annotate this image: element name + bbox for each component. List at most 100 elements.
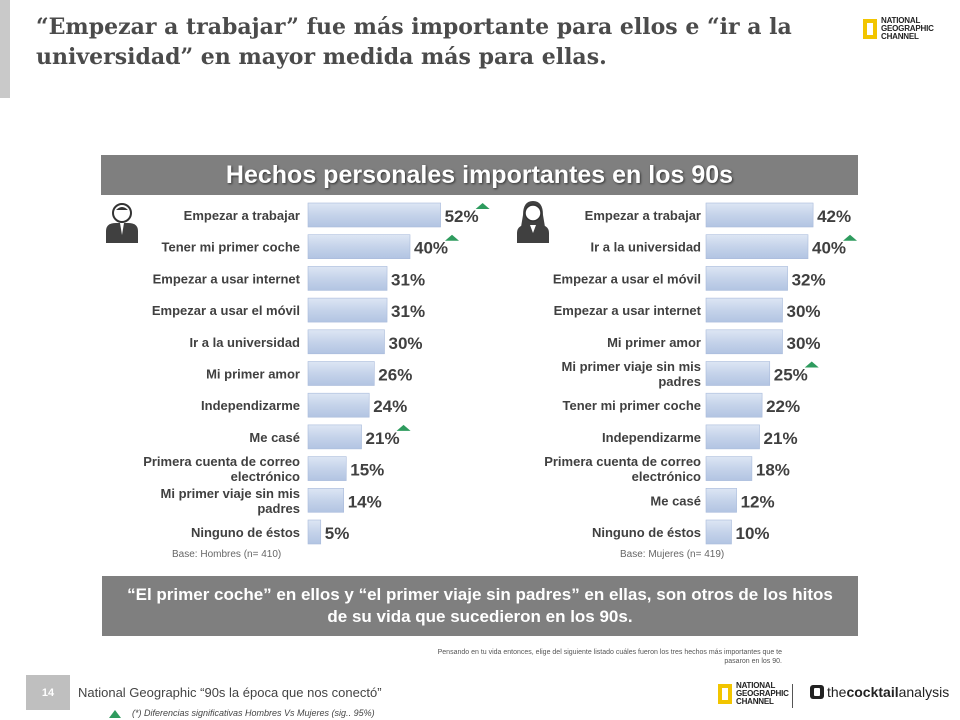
bar-men-2 — [307, 266, 388, 291]
category-label: Tener mi primer coche — [162, 240, 300, 255]
category-label: Ir a la universidad — [590, 240, 701, 255]
value-label: 10% — [736, 524, 770, 543]
category-label: Empezar a trabajar — [184, 208, 300, 223]
partner-part-3: analysis — [898, 684, 950, 700]
bar-women-8 — [705, 456, 753, 481]
bar-women-4 — [705, 329, 783, 355]
value-label: 18% — [756, 461, 790, 480]
bar-women-5 — [705, 361, 771, 386]
logo-divider — [792, 684, 793, 708]
bar-women-6 — [705, 392, 763, 418]
value-label: 14% — [348, 492, 382, 511]
logo-line-1: NATIONAL — [736, 681, 776, 690]
value-label: 31% — [391, 302, 425, 321]
category-label: Primera cuenta de correo — [143, 454, 300, 469]
triangle-up-icon — [109, 710, 121, 718]
category-label: Ir a la universidad — [189, 335, 300, 350]
partner-part-1: the — [827, 684, 847, 700]
logo-line-1: NATIONAL — [881, 16, 921, 25]
significance-arrow-icon — [843, 234, 857, 241]
category-label: Me casé — [650, 493, 701, 508]
cocktail-analysis-logo: the cocktail analysis — [810, 684, 949, 700]
category-label: Empezar a usar el móvil — [553, 271, 701, 286]
value-label: 31% — [391, 270, 425, 289]
category-label: Mi primer amor — [206, 367, 300, 382]
category-label: Primera cuenta de correo — [544, 454, 701, 469]
category-label: Independizarme — [201, 398, 300, 413]
base-label: Base: Mujeres (n= 419) — [620, 549, 724, 560]
chart-title: Hechos personales importantes en los 90s — [101, 155, 858, 195]
category-label: electrónico — [632, 469, 701, 484]
value-label: 32% — [792, 270, 826, 289]
bar-women-7 — [705, 424, 760, 450]
footer-title: National Geographic “90s la época que no… — [78, 685, 382, 700]
category-label: Empezar a usar el móvil — [152, 303, 300, 318]
bar-men-3 — [307, 297, 388, 323]
bar-men-7 — [307, 424, 362, 450]
slide-title: “Empezar a trabajar” fue más importante … — [36, 14, 792, 70]
category-label: Me casé — [249, 430, 300, 445]
bar-women-1 — [705, 234, 809, 259]
value-label: 26% — [378, 366, 412, 385]
significance-arrow-icon — [445, 234, 459, 241]
bar-men-9 — [307, 487, 345, 513]
value-label: 5% — [325, 524, 350, 543]
bar-men-4 — [307, 329, 385, 355]
category-label: Empezar a trabajar — [585, 208, 701, 223]
conclusion-banner: “El primer coche” en ellos y “el primer … — [102, 576, 858, 636]
value-label: 30% — [389, 334, 423, 353]
value-label: 12% — [741, 492, 775, 511]
value-label: 24% — [373, 397, 407, 416]
woman-icon — [517, 201, 549, 243]
value-label: 30% — [787, 334, 821, 353]
bar-men-6 — [307, 392, 370, 418]
value-label: 30% — [787, 302, 821, 321]
category-label: padres — [658, 374, 701, 389]
page-number: 14 — [26, 675, 70, 710]
survey-question: Pensando en tu vida entonces, elige del … — [437, 649, 782, 665]
bar-women-9 — [705, 487, 737, 513]
bar-men-1 — [307, 234, 411, 259]
bar-men-8 — [307, 456, 347, 481]
category-label: padres — [257, 501, 300, 516]
bar-women-10 — [705, 519, 732, 545]
category-label: Mi primer viaje sin mis — [161, 486, 300, 501]
category-label: Tener mi primer coche — [563, 398, 701, 413]
category-label: Independizarme — [602, 430, 701, 445]
left-accent-bar — [0, 0, 10, 98]
category-label: Mi primer viaje sin mis — [562, 359, 701, 374]
footnote: (*) Diferencias significativas Hombres V… — [132, 708, 375, 718]
bar-men-0 — [307, 202, 441, 228]
value-label: 15% — [350, 461, 384, 480]
category-label: electrónico — [231, 469, 300, 484]
category-label: Empezar a usar internet — [554, 303, 702, 318]
national-geographic-logo-footer: NATIONAL GEOGRAPHIC CHANNEL — [718, 682, 789, 706]
category-label: Ninguno de éstos — [191, 525, 300, 540]
yellow-frame-icon — [718, 684, 732, 704]
value-label: 40% — [414, 239, 448, 258]
category-label: Ninguno de éstos — [592, 525, 701, 540]
bar-women-0 — [705, 202, 814, 228]
significance-arrow-icon — [475, 203, 490, 209]
value-label: 42% — [817, 207, 851, 226]
value-label: 22% — [766, 397, 800, 416]
bar-men-5 — [307, 361, 375, 386]
national-geographic-logo: NATIONAL GEOGRAPHIC CHANNEL — [863, 17, 934, 41]
logo-line-3: CHANNEL — [881, 32, 919, 41]
bar-men-10 — [307, 519, 322, 545]
partner-part-2: cocktail — [846, 684, 899, 700]
logo-line-3: CHANNEL — [736, 697, 774, 706]
value-label: 52% — [445, 207, 479, 226]
cocktail-glass-icon — [810, 685, 824, 699]
yellow-frame-icon — [863, 19, 877, 39]
significance-arrow-icon — [804, 361, 819, 368]
bar-women-2 — [705, 266, 788, 291]
significance-arrow-icon — [396, 424, 411, 431]
value-label: 25% — [774, 366, 808, 385]
logo-line-2: GEOGRAPHIC — [736, 689, 789, 698]
man-icon — [106, 203, 138, 243]
base-label: Base: Hombres (n= 410) — [172, 549, 281, 560]
value-label: 21% — [764, 429, 798, 448]
value-label: 40% — [812, 239, 846, 258]
